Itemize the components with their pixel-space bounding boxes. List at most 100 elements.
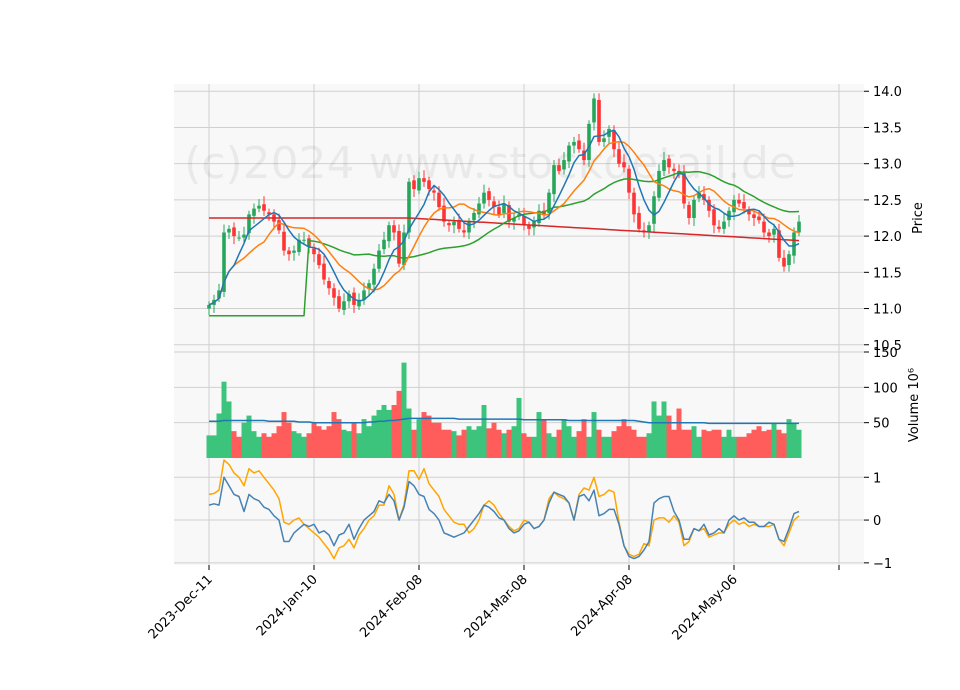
volume-bar	[331, 412, 337, 458]
candle-body	[767, 232, 771, 237]
candle-body	[607, 128, 611, 137]
volume-bar	[796, 429, 802, 458]
volume-bar	[506, 429, 512, 458]
volume-bar	[651, 401, 657, 458]
volume-bar	[781, 433, 787, 458]
candle-body	[587, 123, 591, 161]
volume-bar	[716, 429, 722, 458]
volume-bar	[286, 422, 292, 458]
candle-body	[637, 212, 641, 229]
candle-body	[597, 99, 601, 142]
candle-body	[512, 218, 516, 222]
candle-body	[422, 178, 426, 182]
candle-body	[777, 230, 781, 258]
candle-body	[332, 288, 336, 298]
candle-body	[277, 220, 281, 231]
candle-body	[457, 220, 461, 229]
candle-body	[382, 239, 386, 250]
candle-body	[722, 221, 726, 229]
candle-body	[317, 254, 321, 266]
volume-bar	[296, 433, 302, 458]
volume-bar	[521, 433, 527, 458]
volume-bar	[261, 433, 267, 458]
volume-bar	[601, 436, 607, 458]
candle-body	[337, 296, 341, 309]
volume-bar	[456, 435, 462, 458]
price-tick-label: 10.5	[873, 339, 902, 354]
candle-body	[667, 158, 671, 168]
candle-body	[342, 301, 346, 310]
volume-bar	[681, 429, 687, 458]
candle-body	[252, 208, 256, 216]
candle-body	[622, 162, 626, 168]
volume-tick-label: 50	[873, 417, 890, 432]
volume-bar	[556, 429, 562, 458]
volume-bar	[386, 409, 392, 458]
candle-body	[347, 294, 351, 302]
candle-body	[427, 180, 431, 190]
candle-body	[362, 290, 366, 300]
candle-body	[327, 281, 331, 289]
candle-body	[762, 221, 766, 233]
volume-bar	[686, 429, 692, 458]
volume-bar	[756, 426, 762, 458]
candle-body	[247, 214, 251, 234]
candle-body	[322, 263, 326, 280]
volume-bar	[371, 415, 377, 458]
oscillator-panel	[174, 458, 864, 565]
volume-bar	[306, 433, 312, 458]
price-tick-label: 14.0	[873, 85, 902, 100]
volume-bar	[761, 431, 767, 458]
volume-bar	[401, 362, 407, 458]
volume-bar	[361, 419, 367, 458]
volume-bar	[731, 436, 737, 458]
volume-bar	[416, 419, 422, 458]
volume-bar	[566, 426, 572, 458]
volume-bar	[656, 415, 662, 458]
volume-bar	[291, 431, 297, 458]
volume-bar	[226, 401, 232, 458]
volume-bar	[616, 426, 622, 458]
volume-bar	[301, 436, 307, 458]
volume-bar	[486, 428, 492, 458]
volume-bar	[421, 412, 427, 458]
candle-body	[697, 192, 701, 199]
volume-bar	[481, 405, 487, 458]
volume-bar	[591, 412, 597, 458]
candle-body	[617, 149, 621, 164]
volume-bar	[571, 436, 577, 458]
volume-bar	[706, 431, 712, 458]
candle-body	[567, 145, 571, 162]
price-tick-label: 13.5	[873, 121, 902, 136]
volume-bar	[466, 426, 472, 458]
volume-bar	[241, 422, 247, 458]
candle-body	[262, 204, 266, 211]
volume-bar	[541, 419, 547, 458]
volume-bar	[771, 422, 777, 458]
candle-body	[222, 232, 226, 292]
volume-bars	[206, 362, 802, 458]
candle-body	[432, 190, 436, 193]
volume-bar	[511, 426, 517, 458]
candle-body	[477, 203, 481, 215]
volume-bar	[281, 412, 287, 458]
oscillator-series-a	[208, 476, 800, 560]
volume-bar	[396, 390, 402, 458]
ma-slow-line	[209, 170, 800, 317]
volume-bar	[721, 436, 727, 458]
volume-tick-label: 100	[873, 381, 898, 396]
candle-body	[692, 199, 696, 218]
candle-body	[282, 231, 286, 251]
candle-body	[487, 191, 491, 200]
candle-body	[312, 248, 316, 255]
price-tick-label: 12.5	[873, 194, 902, 209]
candle-body	[357, 299, 361, 307]
volume-bar	[676, 408, 682, 458]
candle-body	[702, 194, 706, 200]
candle-body	[787, 254, 791, 266]
volume-bar	[776, 429, 782, 458]
volume-bar	[346, 431, 352, 458]
volume-bar	[491, 422, 497, 458]
candle-body	[287, 250, 291, 255]
candle-body	[482, 192, 486, 204]
